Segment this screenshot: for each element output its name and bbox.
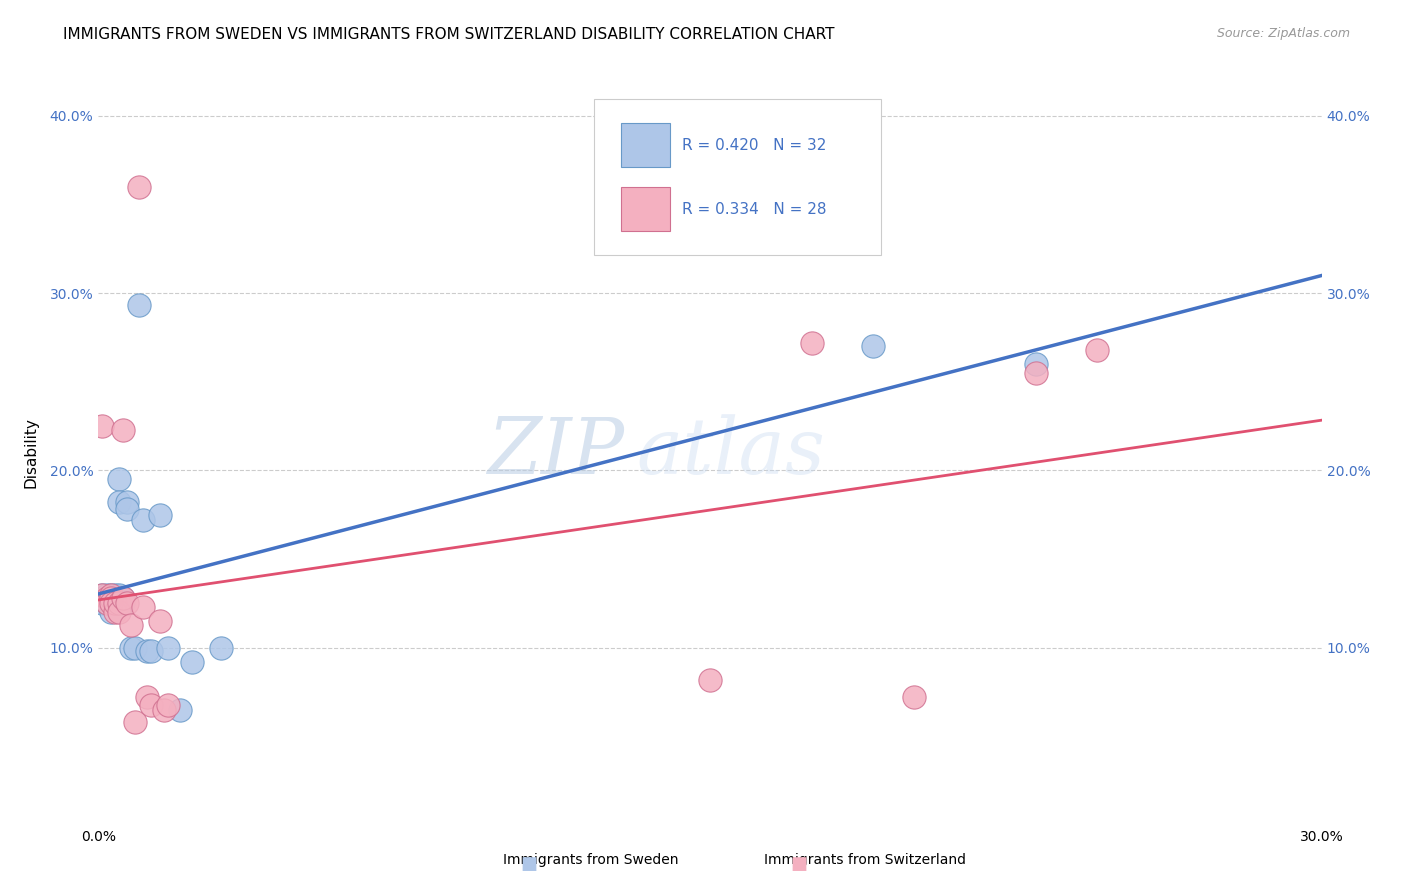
Point bbox=[128, 179, 150, 194]
Point bbox=[128, 298, 150, 312]
Point bbox=[100, 591, 122, 606]
Point bbox=[862, 339, 884, 353]
Point bbox=[100, 596, 122, 610]
Point bbox=[111, 591, 134, 606]
Point bbox=[1025, 357, 1047, 371]
Text: R = 0.420   N = 32: R = 0.420 N = 32 bbox=[682, 137, 827, 153]
Point bbox=[91, 419, 114, 434]
Text: atlas: atlas bbox=[637, 415, 825, 491]
Point bbox=[100, 588, 122, 602]
Point bbox=[141, 698, 163, 712]
Point bbox=[91, 588, 114, 602]
Text: ■: ■ bbox=[790, 855, 807, 873]
Point bbox=[209, 640, 232, 655]
Text: Source: ZipAtlas.com: Source: ZipAtlas.com bbox=[1216, 27, 1350, 40]
Point bbox=[108, 588, 131, 602]
Point bbox=[132, 513, 155, 527]
Point bbox=[104, 588, 127, 602]
Point bbox=[104, 596, 127, 610]
Point bbox=[141, 644, 163, 658]
Point bbox=[100, 596, 122, 610]
Point bbox=[801, 335, 824, 350]
Point bbox=[108, 472, 131, 486]
Point bbox=[96, 588, 118, 602]
Point bbox=[156, 698, 179, 712]
Text: R = 0.334   N = 28: R = 0.334 N = 28 bbox=[682, 202, 827, 217]
Text: ZIP: ZIP bbox=[488, 415, 624, 491]
Point bbox=[100, 605, 122, 619]
Point bbox=[903, 690, 925, 705]
Point bbox=[96, 591, 118, 606]
Point bbox=[100, 591, 122, 606]
Point bbox=[104, 591, 127, 606]
FancyBboxPatch shape bbox=[593, 99, 882, 255]
Point bbox=[115, 596, 138, 610]
Point bbox=[136, 644, 159, 658]
Point bbox=[136, 690, 159, 705]
Text: IMMIGRANTS FROM SWEDEN VS IMMIGRANTS FROM SWITZERLAND DISABILITY CORRELATION CHA: IMMIGRANTS FROM SWEDEN VS IMMIGRANTS FRO… bbox=[63, 27, 835, 42]
Text: Immigrants from Sweden: Immigrants from Sweden bbox=[503, 853, 678, 867]
Point bbox=[104, 605, 127, 619]
Point bbox=[111, 423, 134, 437]
Y-axis label: Disability: Disability bbox=[24, 417, 38, 488]
Point bbox=[124, 715, 146, 730]
FancyBboxPatch shape bbox=[620, 186, 669, 232]
Point bbox=[120, 617, 142, 632]
Point bbox=[108, 596, 131, 610]
Point bbox=[132, 599, 155, 614]
Point bbox=[181, 655, 204, 669]
Point bbox=[699, 673, 721, 687]
Point bbox=[1025, 366, 1047, 380]
Point bbox=[96, 596, 118, 610]
FancyBboxPatch shape bbox=[620, 123, 669, 168]
Point bbox=[96, 591, 118, 606]
Point bbox=[152, 703, 174, 717]
Point bbox=[96, 596, 118, 610]
Point bbox=[149, 508, 172, 522]
Point bbox=[108, 605, 131, 619]
Text: Immigrants from Switzerland: Immigrants from Switzerland bbox=[763, 853, 966, 867]
Text: ■: ■ bbox=[520, 855, 537, 873]
Point bbox=[91, 588, 114, 602]
Point bbox=[124, 640, 146, 655]
Point bbox=[91, 596, 114, 610]
Point bbox=[156, 640, 179, 655]
Point bbox=[108, 495, 131, 509]
Point bbox=[104, 596, 127, 610]
Point bbox=[111, 596, 134, 610]
Point bbox=[111, 591, 134, 606]
Point bbox=[169, 703, 191, 717]
Point bbox=[115, 502, 138, 516]
Point bbox=[100, 588, 122, 602]
Point bbox=[115, 495, 138, 509]
Point bbox=[149, 614, 172, 628]
Point bbox=[120, 640, 142, 655]
Point bbox=[1085, 343, 1108, 357]
